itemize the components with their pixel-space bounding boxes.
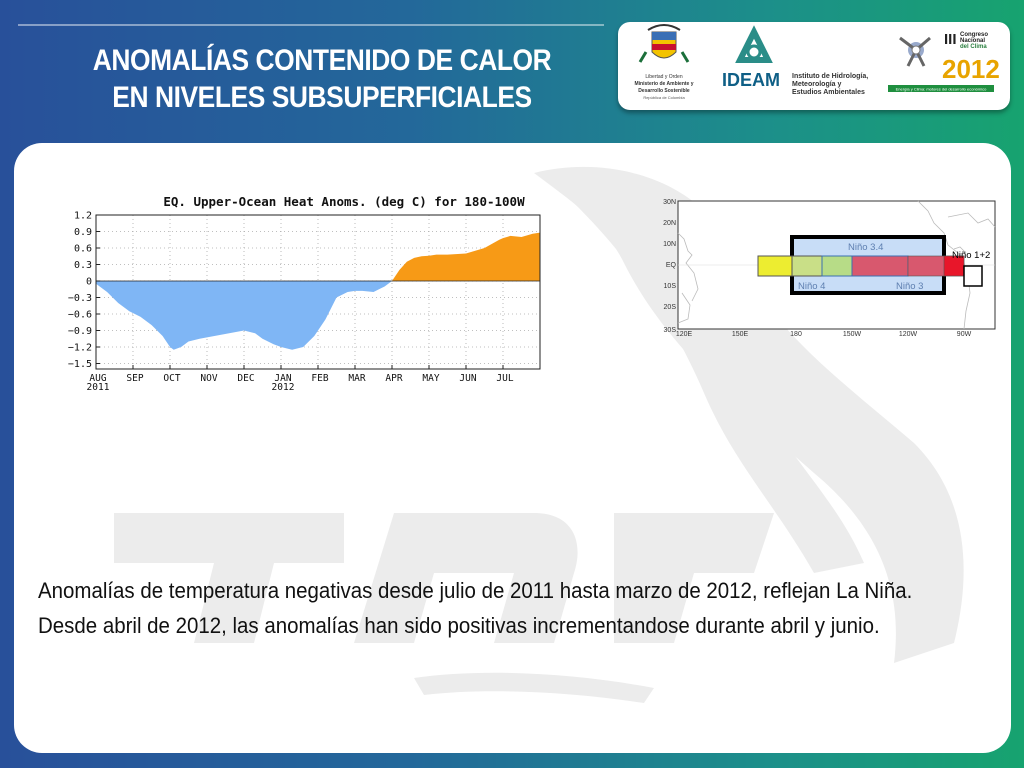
ministry-text-2: Ministerio de Ambiente y xyxy=(635,81,694,87)
y-tick-label: −0.9 xyxy=(68,326,92,337)
ministry-text-3: Desarrollo Sostenible xyxy=(638,88,690,94)
x-tick-label: DEC xyxy=(237,373,254,384)
nino-12-label: Niño 1+2 xyxy=(952,250,990,261)
x-tick-label: MAY xyxy=(422,373,439,384)
ideam-text-3: Estudios Ambientales xyxy=(792,89,865,96)
x-tick-label: JUN xyxy=(459,373,476,384)
nino-34-label: Niño 3.4 xyxy=(848,242,883,253)
x-tick-label: NOV xyxy=(200,373,217,384)
x-tick-label: JUL xyxy=(496,373,513,384)
lon-label: 150W xyxy=(843,331,862,338)
title-line-2: EN NIVELES SUBSUPERFICIALES xyxy=(112,81,532,114)
congreso-logo-mark xyxy=(899,36,931,67)
y-axis-ticks: 1.2 0.9 0.6 0.3 0 −0.3 −0.6 −0.9 −1.2 −1.5 xyxy=(68,211,100,370)
lat-label: 20N xyxy=(663,220,676,227)
ideam-text-2: Meteorología y xyxy=(792,81,842,88)
y-tick-label: −1.2 xyxy=(68,343,92,354)
lon-label: 90W xyxy=(957,331,972,338)
x-tick-label: OCT xyxy=(163,373,180,384)
nino-4-overlap-fill xyxy=(791,255,823,277)
nino-12-box xyxy=(963,265,983,287)
y-tick-label: 0.6 xyxy=(74,244,92,255)
negative-anomaly-area xyxy=(96,281,540,350)
x-tick-label: AUG xyxy=(89,373,106,384)
x-year-label: 2011 xyxy=(87,382,110,393)
ideam-name: IDEAM xyxy=(722,70,780,90)
lat-label: 30S xyxy=(664,327,677,334)
congreso-year: 2012 xyxy=(942,54,1000,84)
x-year-label: 2012 xyxy=(272,382,295,393)
ideam-logo xyxy=(735,25,773,63)
x-tick-label: SEP xyxy=(126,373,143,384)
lon-label: 150E xyxy=(732,331,749,338)
nino-3-label: Niño 3 xyxy=(896,281,923,292)
ministry-text-4: República de Colombia xyxy=(643,95,685,100)
congreso-text-1: Congreso xyxy=(960,32,988,38)
ideam-text-1: Instituto de Hidrología, xyxy=(792,73,868,80)
heat-anomaly-chart-svg: EQ. Upper-Ocean Heat Anoms. (deg C) for … xyxy=(68,194,541,393)
nino-3-fill xyxy=(851,255,909,277)
lat-label: 20S xyxy=(664,304,677,311)
congreso-text-2: Nacional xyxy=(960,38,985,44)
lat-label: 10N xyxy=(663,241,676,248)
positive-anomaly-area xyxy=(96,232,540,281)
x-tick-label: JAN xyxy=(274,373,291,384)
lon-label: 120W xyxy=(899,331,918,338)
x-tick-label: APR xyxy=(385,373,402,384)
title-divider xyxy=(18,24,604,26)
heat-anomaly-chart: EQ. Upper-Ocean Heat Anoms. (deg C) for … xyxy=(62,193,562,393)
x-tick-label: MAR xyxy=(348,373,365,384)
x-tick-label: FEB xyxy=(311,373,328,384)
lat-labels: 30N 20N 10N EQ 10S 20S 30S xyxy=(663,199,676,334)
lat-label: 30N xyxy=(663,199,676,206)
logo-bar: Libertad y Orden Ministerio de Ambiente … xyxy=(618,22,1010,110)
lat-label: 10S xyxy=(664,283,677,290)
nino-regions-map-svg: Niño 3.4 Niño 4 Niño 3 Niño 1+2 30N 20N … xyxy=(663,199,996,338)
lon-labels: 120E 150E 180 150W 120W 90W xyxy=(676,331,972,338)
x-axis-ticks: AUG SEP OCT NOV DEC JAN FEB MAR APR MAY JUN JUL 2011… xyxy=(87,365,514,393)
chart-title: EQ. Upper-Ocean Heat Anoms. (deg C) for … xyxy=(163,194,525,209)
y-tick-label: −0.6 xyxy=(68,310,92,321)
congreso-roman: III xyxy=(944,31,957,48)
y-tick-label: 0.9 xyxy=(74,227,92,238)
lon-label: 180 xyxy=(790,331,802,338)
content-panel: EQ. Upper-Ocean Heat Anoms. (deg C) for … xyxy=(14,143,1011,753)
title-line-1: ANOMALÍAS CONTENIDO DE CALOR xyxy=(92,44,552,77)
slide-title: ANOMALÍAS CONTENIDO DE CALOR EN NIVELES … xyxy=(74,42,570,116)
y-tick-label: −1.5 xyxy=(68,359,92,370)
logos-svg: Libertad y Orden Ministerio de Ambiente … xyxy=(635,24,1000,100)
y-tick-label: 1.2 xyxy=(74,211,92,222)
ministry-text-1: Libertad y Orden xyxy=(645,74,682,80)
coat-of-arms-logo xyxy=(636,24,692,68)
nino-4-east-fill xyxy=(821,255,853,277)
y-tick-label: 0 xyxy=(86,277,92,288)
y-tick-label: 0.3 xyxy=(74,260,92,271)
congreso-text-3: del Clima xyxy=(960,44,987,50)
y-tick-label: −0.3 xyxy=(68,293,92,304)
slide-caption: Anomalías de temperatura negativas desde… xyxy=(38,578,913,638)
chart-area xyxy=(96,232,540,350)
nino-4-label: Niño 4 xyxy=(798,281,825,292)
congreso-tagline: Energía y Clima: motores del desarrollo … xyxy=(896,87,987,92)
lon-label: 120E xyxy=(676,331,693,338)
nino-4-west-fill xyxy=(757,255,793,277)
watermark xyxy=(114,166,964,703)
map-coastlines xyxy=(677,200,996,330)
lat-label: EQ xyxy=(666,262,677,269)
nino-regions-map: Niño 3.4 Niño 4 Niño 3 Niño 1+2 30N 20N … xyxy=(648,193,1003,338)
